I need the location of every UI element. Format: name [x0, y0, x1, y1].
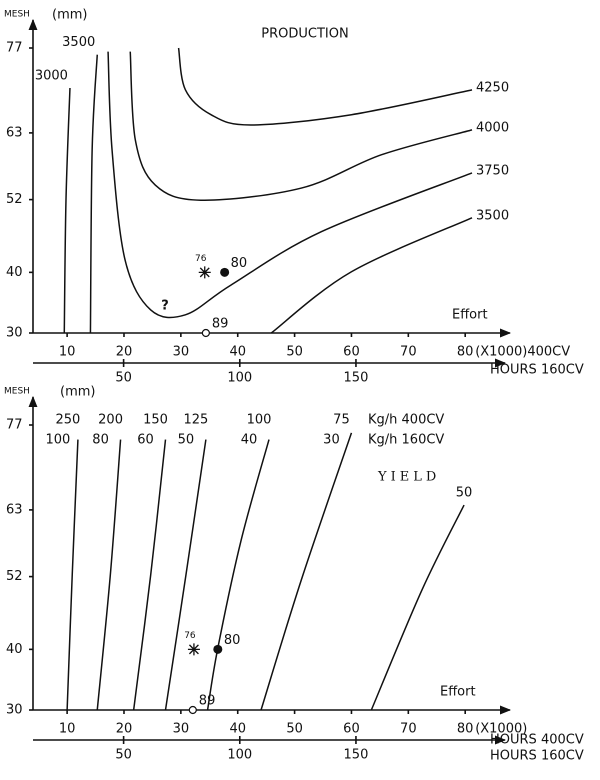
contour-label: 3750 [476, 163, 509, 178]
x-unit: (X1000)400CV [475, 345, 570, 360]
contour-label: 30 [323, 433, 340, 448]
y-tick-label: 77 [6, 418, 23, 433]
contour-label: 50 [178, 433, 195, 448]
x2-tick-label: 50 [115, 371, 132, 386]
open-point [188, 705, 197, 715]
contour-label: 60 [137, 433, 154, 448]
x-tick-label: 70 [400, 345, 417, 360]
point-label: 76 [184, 631, 196, 641]
chart-title: YIELD [377, 470, 440, 485]
x-tick-label: 80 [457, 722, 474, 737]
contour-label: 100 [46, 433, 71, 448]
open-point [201, 328, 210, 338]
x2-tick-label: 100 [227, 748, 252, 763]
chart-title: PRODUCTION [261, 27, 348, 42]
x-unit: (X1000) [475, 722, 527, 737]
contour-line [96, 439, 122, 711]
star-point [198, 266, 211, 279]
y-tick-label: 77 [6, 41, 23, 56]
x-tick-label: 10 [59, 345, 76, 360]
dot-point [220, 267, 230, 277]
contour-line [177, 47, 473, 126]
contour-line [206, 439, 270, 711]
point-label: 80 [231, 256, 248, 271]
contour-line [107, 51, 473, 319]
x-tick-label: 70 [400, 722, 417, 737]
y-tick-label: 52 [6, 569, 23, 584]
contour-label: 250 [56, 413, 81, 428]
contour-label: 4000 [476, 120, 509, 135]
x-tick-label: 50 [286, 722, 303, 737]
x-tick-label: 30 [173, 345, 190, 360]
unit-label: Kg/h 160CV [368, 433, 444, 448]
contour-label: 200 [98, 413, 123, 428]
x2-tick-label: 150 [344, 371, 369, 386]
contour-line [129, 51, 473, 201]
x2-axis-label: HOURS 400CV [490, 733, 584, 748]
unit-label: Kg/h 400CV [368, 413, 444, 428]
y-axis-label: MESH [4, 10, 30, 20]
y-axis-unit: (mm) [60, 385, 95, 400]
point-label: 76 [195, 254, 207, 264]
contour-line [132, 439, 167, 711]
x2-tick-label: 100 [227, 371, 252, 386]
contour-label: 3000 [35, 69, 68, 84]
x-tick-label: 50 [286, 345, 303, 360]
y-tick-label: 40 [6, 642, 23, 657]
contour-line [370, 504, 465, 711]
y-axis-label: MESH [4, 387, 30, 397]
contour-label: 125 [183, 413, 208, 428]
contour-line [164, 439, 207, 711]
x-tick-label: 60 [343, 722, 360, 737]
x-tick-label: 80 [457, 345, 474, 360]
x-tick-label: 20 [116, 345, 133, 360]
point-label: 89 [212, 317, 229, 332]
annotation: ? [161, 299, 169, 314]
y-tick-label: 40 [6, 265, 23, 280]
contour-line [89, 54, 473, 334]
x2-tick-label: 50 [115, 748, 132, 763]
contour-label: 4250 [476, 80, 509, 95]
x-tick-label: 30 [173, 722, 190, 737]
y-axis-unit: (mm) [52, 8, 87, 23]
x-tick-label: 60 [343, 345, 360, 360]
y-tick-label: 63 [6, 502, 23, 517]
contour-label: 80 [92, 433, 109, 448]
contour-line [66, 439, 79, 711]
contour-label: 40 [241, 433, 258, 448]
contour-label: 3500 [476, 208, 509, 223]
point-label: 89 [199, 694, 216, 709]
dot-point [213, 644, 223, 654]
x-tick-label: 10 [59, 722, 76, 737]
contour-label: 3500 [62, 35, 95, 50]
contour-label: 75 [333, 413, 350, 428]
contour-label: 150 [143, 413, 168, 428]
y-tick-label: 30 [6, 703, 23, 718]
y-tick-label: 52 [6, 192, 23, 207]
x2-tick-label: 150 [344, 748, 369, 763]
star-point [187, 643, 200, 656]
y-tick-label: 30 [6, 326, 23, 341]
point-label: 80 [224, 633, 241, 648]
x2-axis-label: HOURS 160CV [490, 363, 584, 378]
contour-label: 100 [247, 413, 272, 428]
x-axis-label: Effort [452, 308, 488, 323]
x-tick-label: 40 [229, 345, 246, 360]
x-axis-label: Effort [440, 685, 476, 700]
x-tick-label: 40 [229, 722, 246, 737]
y-tick-label: 63 [6, 125, 23, 140]
contour-label: 50 [456, 486, 473, 501]
contour-line [63, 87, 71, 334]
contour-line [260, 432, 353, 711]
x2-axis-label: HOURS 160CV [490, 749, 584, 764]
x-tick-label: 20 [116, 722, 133, 737]
